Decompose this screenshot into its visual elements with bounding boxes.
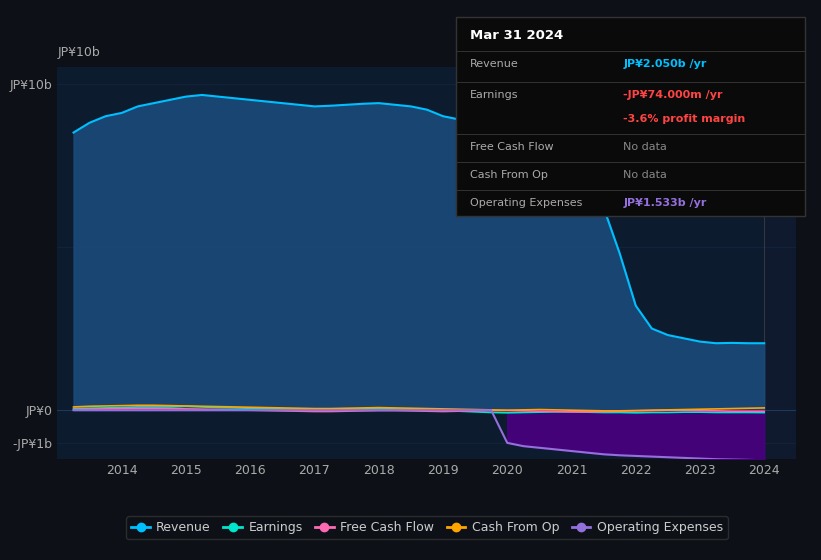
Text: JP¥10b: JP¥10b — [57, 46, 100, 59]
Text: Revenue: Revenue — [470, 59, 518, 68]
Legend: Revenue, Earnings, Free Cash Flow, Cash From Op, Operating Expenses: Revenue, Earnings, Free Cash Flow, Cash … — [126, 516, 727, 539]
Text: Mar 31 2024: Mar 31 2024 — [470, 29, 563, 42]
Text: JP¥1.533b /yr: JP¥1.533b /yr — [623, 198, 707, 208]
Text: Operating Expenses: Operating Expenses — [470, 198, 582, 208]
Text: No data: No data — [623, 170, 667, 180]
Text: -JP¥74.000m /yr: -JP¥74.000m /yr — [623, 90, 722, 100]
Text: Cash From Op: Cash From Op — [470, 170, 548, 180]
Text: JP¥2.050b /yr: JP¥2.050b /yr — [623, 59, 707, 68]
Text: No data: No data — [623, 142, 667, 152]
Text: -3.6% profit margin: -3.6% profit margin — [623, 114, 745, 124]
Bar — [764, 67, 796, 459]
Text: Earnings: Earnings — [470, 90, 518, 100]
Text: Free Cash Flow: Free Cash Flow — [470, 142, 553, 152]
